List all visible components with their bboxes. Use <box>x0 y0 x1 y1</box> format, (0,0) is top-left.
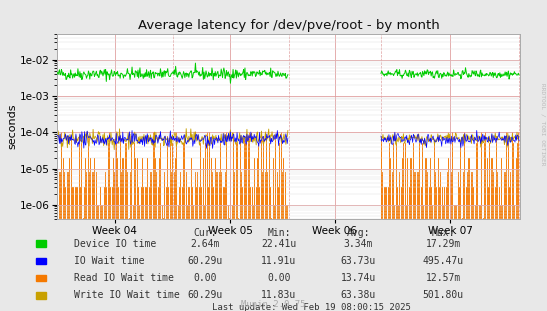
Text: 0.00: 0.00 <box>194 273 217 283</box>
Text: 11.83u: 11.83u <box>261 290 296 300</box>
Text: 17.29m: 17.29m <box>426 239 461 249</box>
Text: 63.73u: 63.73u <box>341 256 376 266</box>
Text: 11.91u: 11.91u <box>261 256 296 266</box>
Text: 60.29u: 60.29u <box>188 290 223 300</box>
Text: Min:: Min: <box>267 228 290 238</box>
Title: Average latency for /dev/pve/root - by month: Average latency for /dev/pve/root - by m… <box>138 19 439 32</box>
Text: 501.80u: 501.80u <box>422 290 464 300</box>
Text: 3.34m: 3.34m <box>344 239 373 249</box>
Text: Read IO Wait time: Read IO Wait time <box>74 273 174 283</box>
Y-axis label: seconds: seconds <box>7 104 17 150</box>
Text: 13.74u: 13.74u <box>341 273 376 283</box>
Text: Device IO time: Device IO time <box>74 239 156 249</box>
Text: Munin 2.0.75: Munin 2.0.75 <box>241 299 306 309</box>
Text: 0.00: 0.00 <box>267 273 290 283</box>
Text: 2.64m: 2.64m <box>190 239 220 249</box>
Text: Write IO Wait time: Write IO Wait time <box>74 290 179 300</box>
Text: 22.41u: 22.41u <box>261 239 296 249</box>
Text: 60.29u: 60.29u <box>188 256 223 266</box>
Text: IO Wait time: IO Wait time <box>74 256 144 266</box>
Text: Cur:: Cur: <box>194 228 217 238</box>
Text: 63.38u: 63.38u <box>341 290 376 300</box>
Text: 495.47u: 495.47u <box>422 256 464 266</box>
Text: Last update: Wed Feb 19 08:00:15 2025: Last update: Wed Feb 19 08:00:15 2025 <box>212 303 411 311</box>
Text: RRDTOOL / TOBI OETIKER: RRDTOOL / TOBI OETIKER <box>541 83 546 166</box>
Text: Avg:: Avg: <box>347 228 370 238</box>
Text: 12.57m: 12.57m <box>426 273 461 283</box>
Text: Max:: Max: <box>432 228 455 238</box>
